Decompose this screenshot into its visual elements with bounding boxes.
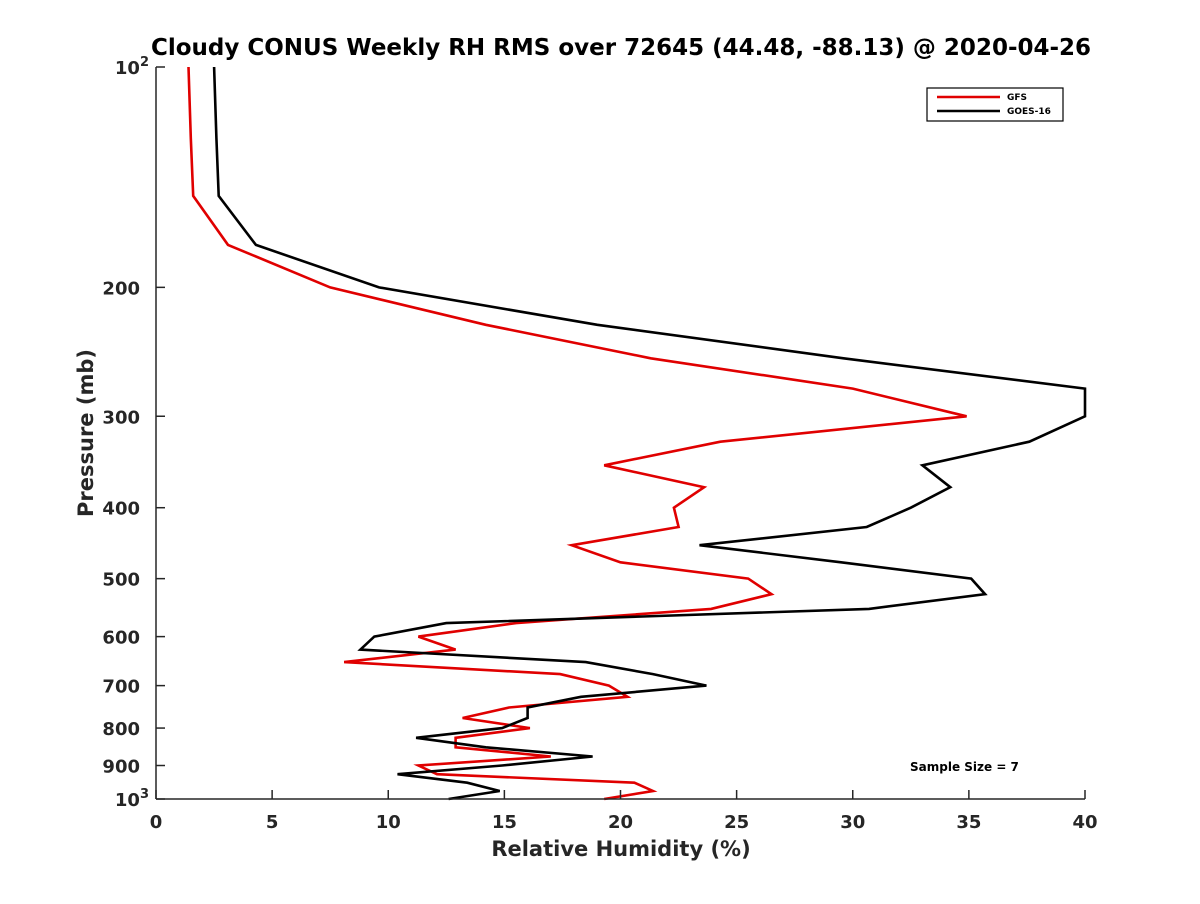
- plot-area: [156, 67, 1085, 799]
- sample-size-annotation: Sample Size = 7: [910, 760, 1019, 774]
- y-tick-label: 200: [102, 278, 140, 299]
- legend: GFS GOES-16: [926, 87, 1064, 122]
- x-tick-label: 20: [608, 812, 633, 833]
- x-tick-label: 30: [840, 812, 865, 833]
- y-tick-label: 800: [102, 719, 140, 740]
- x-tick-label: 5: [266, 812, 279, 833]
- x-tick-label: 25: [724, 812, 749, 833]
- legend-label-gfs: GFS: [1007, 93, 1027, 103]
- y-tick-label: 103: [115, 787, 149, 811]
- y-tick-label: 400: [102, 499, 140, 520]
- y-tick-label: 600: [102, 628, 140, 649]
- series-line-goes16: [212, 66, 1087, 801]
- x-tick-label: 40: [1072, 812, 1097, 833]
- x-tick-label: 10: [376, 812, 401, 833]
- y-tick-label: 700: [102, 677, 140, 698]
- chart-title: Cloudy CONUS Weekly RH RMS over 72645 (4…: [151, 35, 1091, 61]
- y-tick-label: 500: [102, 570, 140, 591]
- y-axis-ticks: 102 200 300 400 500 600 700 800 900 103: [102, 55, 165, 811]
- y-tick-label: 300: [102, 407, 140, 428]
- legend-box: [926, 87, 1064, 122]
- x-axis-ticks: 0 5 10 15 20 25 30 35 40: [150, 790, 1098, 833]
- y-tick-label: 102: [115, 55, 149, 79]
- x-tick-label: 0: [150, 812, 163, 833]
- x-tick-label: 15: [492, 812, 517, 833]
- x-tick-label: 35: [956, 812, 981, 833]
- series-lines: [187, 66, 1087, 801]
- x-axis-label: Relative Humidity (%): [491, 837, 750, 861]
- y-axis-label: Pressure (mb): [74, 349, 98, 517]
- legend-label-goes16: GOES-16: [1007, 107, 1051, 117]
- y-tick-label: 900: [102, 757, 140, 778]
- series-line-gfs: [187, 66, 967, 801]
